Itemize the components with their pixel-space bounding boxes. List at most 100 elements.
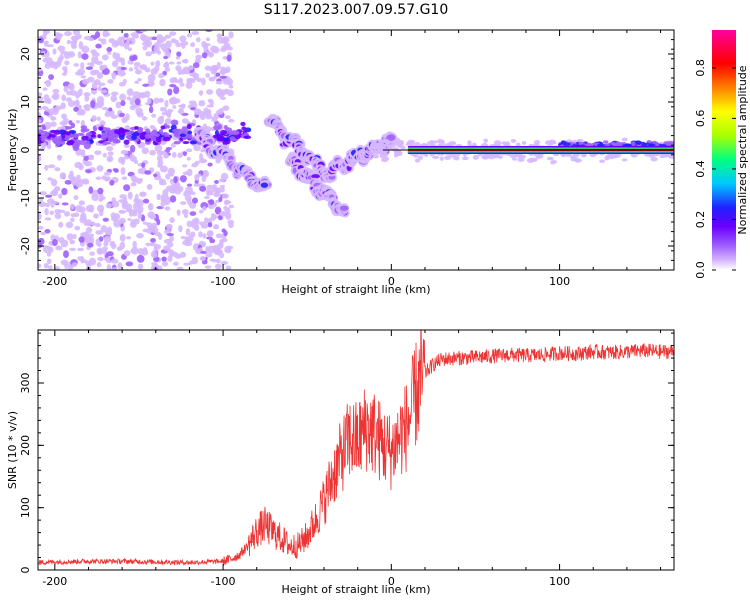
spectrogram-cell [156, 34, 164, 42]
spectrogram-cell [69, 90, 77, 96]
spectrogram-cell [117, 66, 122, 74]
spectrogram-cell [139, 142, 146, 148]
spectrogram-cell [88, 37, 95, 42]
spectrogram-cell [187, 130, 193, 135]
spectrogram-cell [228, 204, 235, 209]
figure-title: S117.2023.007.09.57.G10 [264, 2, 449, 18]
spectrogram-cell [43, 40, 50, 45]
spectrogram-cell [110, 114, 118, 119]
spectrogram-cell [147, 202, 154, 211]
snr-y-axis-label: SNR (10 * v/v) [6, 411, 19, 489]
spectrogram-cell [75, 205, 83, 213]
spectrogram-cell [635, 140, 642, 145]
spectrogram-cell [218, 240, 224, 248]
spectrogram-cell [182, 140, 190, 145]
spectrogram-cell [150, 61, 155, 66]
spectrogram-cell [65, 97, 72, 103]
spectrogram-cell [136, 254, 145, 263]
spectrogram-cell [580, 153, 587, 158]
spectrogram-cell [118, 135, 125, 141]
spectrogram-cell [100, 225, 108, 233]
spectrogram-cell [166, 113, 172, 118]
spectrogram-cell [204, 265, 212, 269]
spectrogram-x-axis-label: Height of straight line (km) [281, 283, 430, 296]
spectrogram-cell [96, 72, 104, 79]
spectrogram-cell [170, 142, 176, 148]
spectrogram-cell [201, 52, 208, 59]
spectrogram-cell [159, 182, 167, 186]
spectrogram-cell [652, 141, 659, 145]
spectrogram-cell [181, 209, 189, 215]
spectrogram-cell [102, 217, 109, 222]
spectrogram-cell [206, 184, 213, 190]
spectrogram-cell [166, 223, 173, 230]
spectrogram-cell [215, 72, 221, 77]
spectrogram-cell [45, 79, 52, 88]
snr-series [38, 330, 674, 566]
spectrogram-cell [602, 140, 609, 144]
colorbar-tick-label: 0.8 [694, 59, 707, 77]
spectrogram-cell [89, 251, 95, 256]
spectrogram-cell [65, 221, 74, 229]
spectrogram-cell [97, 38, 104, 42]
spectrogram-cell [170, 251, 179, 257]
spectrogram-cell [82, 78, 90, 85]
spectrogram-cell [177, 152, 183, 158]
spectrogram-cell [198, 221, 206, 226]
spectrogram-cell [219, 210, 228, 217]
spectrogram-cell [88, 204, 95, 213]
spectrogram-y-tick-label: -10 [19, 189, 32, 207]
spectrogram-cell [90, 49, 97, 54]
spectrogram-cell [78, 41, 84, 50]
spectrogram-cell [133, 62, 141, 67]
colorbar-label: Normalized spectral amplitude [736, 65, 749, 234]
spectrogram-cell [96, 165, 104, 172]
spectrogram-cell [165, 40, 172, 49]
spectrogram-cell [43, 262, 49, 269]
spectrogram-cell [60, 140, 66, 145]
spectrogram-cell [172, 105, 177, 109]
spectrogram-cell [38, 129, 44, 134]
spectrogram-cell [101, 54, 109, 61]
spectrogram-cell [153, 244, 162, 250]
spectrogram-cell [562, 142, 571, 147]
spectrogram-cell [219, 252, 225, 259]
spectrogram-cell [46, 198, 55, 204]
spectrogram-cell [339, 205, 349, 211]
spectrogram-cell [77, 88, 83, 97]
spectrogram-cell [131, 104, 139, 109]
spectrogram-cell [194, 173, 200, 181]
spectrogram-cell [120, 61, 126, 66]
spectrogram-cell [201, 77, 206, 86]
spectrogram-cell [221, 228, 226, 233]
spectrogram-cell [574, 159, 581, 163]
spectrogram-cell [204, 217, 209, 224]
spectrogram-cell [169, 84, 177, 88]
spectrogram-cell [103, 248, 108, 255]
spectrogram-cell [130, 249, 136, 254]
spectrogram-cell [54, 212, 62, 220]
spectrogram-cell [186, 156, 191, 161]
spectrogram-cell [61, 94, 66, 102]
spectrogram-cell [49, 121, 57, 127]
spectrogram-cell [205, 188, 210, 197]
spectrogram-cell [83, 92, 91, 97]
snr-y-tick-label: 0 [19, 567, 32, 574]
spectrogram-cell [88, 233, 95, 237]
spectrogram-cell [222, 80, 231, 85]
spectrogram-cell [84, 162, 89, 166]
spectrogram-cell [198, 231, 203, 238]
spectrogram-cell [127, 191, 133, 200]
spectrogram-cell [123, 32, 129, 38]
spectrogram-cell [181, 126, 189, 133]
snr-y-tick-label: 100 [19, 497, 32, 518]
spectrogram-cell [123, 143, 130, 149]
spectrogram-cell [63, 136, 70, 141]
spectrogram-cell [144, 90, 151, 98]
spectrogram-cell [215, 88, 223, 97]
spectrogram-cell [51, 94, 57, 100]
spectrogram-cell [209, 238, 216, 244]
spectrogram-cell [145, 128, 151, 134]
spectrogram-cell [154, 65, 160, 72]
